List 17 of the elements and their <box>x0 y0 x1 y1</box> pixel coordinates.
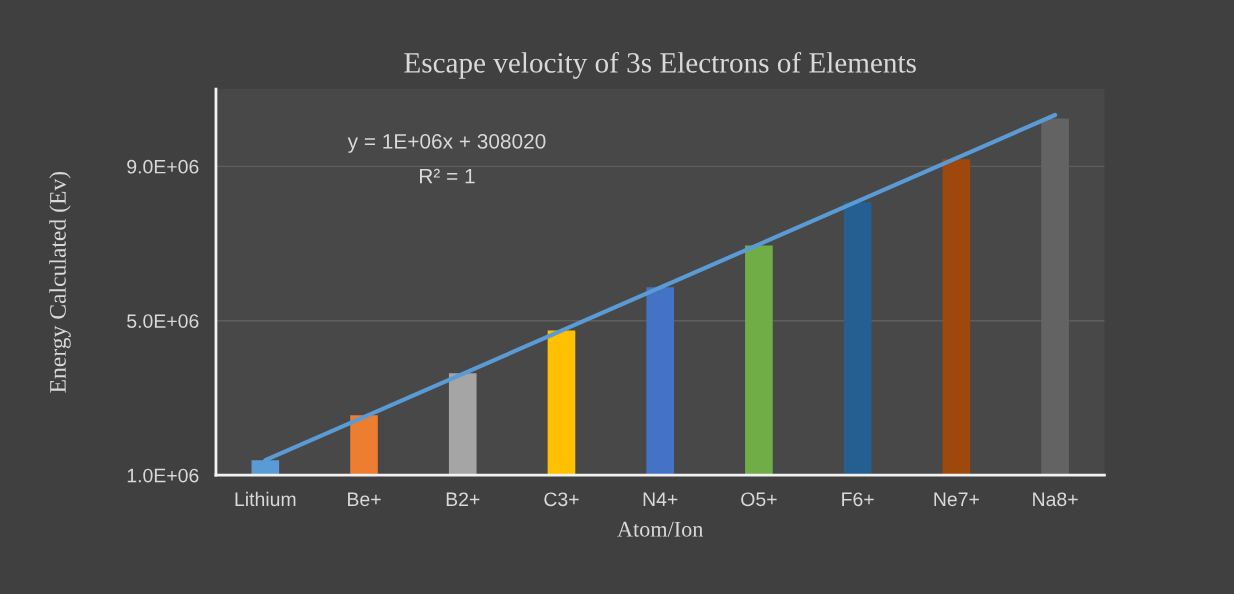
x-tick-label: Be+ <box>348 492 381 507</box>
y-axis-title: Energy Calculated (Ev) <box>49 171 71 393</box>
annotation: y = 1E+06x + 308020 <box>347 133 546 153</box>
x-tick-label: C3+ <box>544 492 579 507</box>
x-tick-label: B2+ <box>446 492 480 506</box>
y-tick-label: 9.0E+06 <box>127 159 199 174</box>
y-tick-label: 5.0E+06 <box>127 314 199 328</box>
x-tick-label: Lithium <box>235 491 296 507</box>
x-tick-label: Na8+ <box>1033 492 1078 507</box>
x-tick-label: Ne7+ <box>934 492 979 507</box>
x-axis-title: Atom/Ion <box>617 521 704 537</box>
y-tick-label: 1.0E+06 <box>127 468 199 483</box>
annotation: R² = 1 <box>420 168 475 184</box>
chart-title: Escape velocity of 3s Electrons of Elements <box>404 51 916 79</box>
x-tick-label: N4+ <box>643 492 678 506</box>
x-tick-label: O5+ <box>741 492 777 507</box>
x-tick-label: F6+ <box>842 492 874 507</box>
